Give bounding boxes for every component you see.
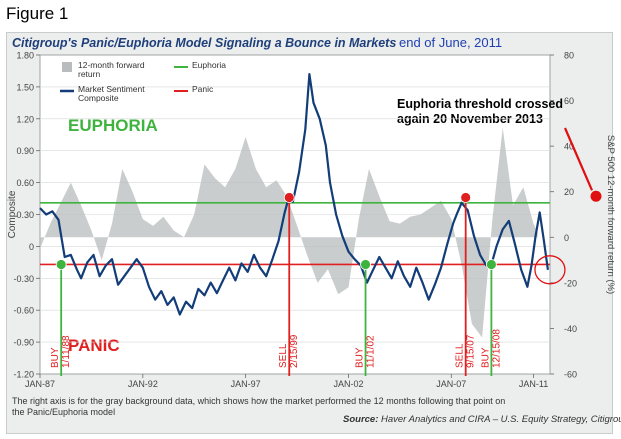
left-tick-label: -0.90 [13, 338, 34, 348]
signal-date: 11/1/02 [366, 335, 377, 368]
annotation-marker [590, 190, 602, 202]
left-tick-label: 0.60 [16, 178, 34, 188]
left-axis-label: Composite [7, 190, 18, 238]
x-tick-label: JAN-97 [231, 379, 261, 389]
source-text: Haver Analytics and CIRA – U.S. Equity S… [381, 414, 621, 425]
source-label: Source: [343, 414, 378, 425]
legend-label: 12-month forward return [78, 60, 145, 79]
signal-label: SELL9/15/07 [455, 334, 477, 368]
signal-sell-marker [283, 192, 295, 203]
legend-label-part: Market Sentiment [78, 84, 145, 94]
right-tick-label: -40 [564, 324, 577, 334]
legend-label-part: return [78, 69, 100, 79]
right-tick-label: -60 [564, 370, 577, 380]
panic-zone-label: PANIC [68, 336, 120, 355]
signal-type: BUY [50, 347, 61, 368]
euphoria-zone-label: EUPHORIA [68, 116, 158, 135]
legend-label-part: Composite [78, 93, 119, 103]
left-tick-label: -0.60 [13, 306, 34, 316]
left-tick-label: -0.30 [13, 274, 34, 284]
latest-reading-circle [534, 255, 566, 285]
x-tick-label: JAN-11 [519, 379, 548, 389]
x-tick-label: JAN-02 [333, 379, 363, 389]
left-tick-label: 0.90 [16, 146, 34, 156]
footnote-line-2: the Panic/Euphoria model [12, 407, 115, 417]
chart-title: Citigroup's Panic/Euphoria Model Signali… [12, 36, 396, 50]
x-tick-label: JAN-87 [25, 379, 55, 389]
signal-date: 2/15/99 [289, 334, 300, 368]
annotation-line-1: Euphoria threshold crossed [397, 97, 563, 111]
right-tick-label: 20 [564, 187, 574, 197]
signal-buy-marker [360, 259, 371, 270]
signal-sell-marker [460, 192, 472, 203]
x-tick-label: JAN-07 [436, 379, 466, 389]
composite-line [39, 73, 549, 316]
left-tick-label: 1.20 [16, 114, 34, 124]
figure-label: Figure 1 [6, 4, 69, 23]
right-axis-label: S&P 500 12-month forward return (%) [605, 135, 616, 294]
left-tick-label: 1.80 [16, 51, 34, 61]
legend-label: Panic [192, 84, 214, 94]
right-tick-label: 40 [564, 142, 574, 152]
right-tick-label: 0 [564, 233, 569, 243]
signal-type: BUY [480, 347, 491, 368]
signal-date: 12/15/08 [491, 329, 502, 368]
signal-type: SELL [278, 343, 289, 368]
signal-buy-marker [55, 259, 67, 270]
left-tick-label: 1.50 [16, 82, 34, 92]
signal-date: 1/11/88 [61, 335, 72, 368]
right-tick-label: -20 [564, 278, 577, 288]
left-tick-label: 0 [29, 242, 34, 252]
legend-label: Market Sentiment Composite [78, 84, 145, 103]
left-tick-label: -1.20 [13, 370, 34, 380]
signal-label: BUY1/11/88 [50, 335, 72, 368]
legend-label-part: 12-month forward [78, 60, 145, 70]
x-tick-label: JAN-92 [128, 379, 158, 389]
annotation-arrow [563, 127, 594, 191]
signal-label: SELL2/15/99 [278, 334, 300, 368]
chart-subtitle: end of June, 2011 [399, 35, 502, 50]
signal-type: SELL [455, 343, 466, 368]
legend-label: Euphoria [192, 60, 226, 70]
right-tick-label: 60 [564, 96, 574, 106]
signal-label: BUY11/1/02 [355, 335, 377, 368]
legend-swatch-forward [62, 62, 72, 72]
signal-date: 9/15/07 [466, 334, 477, 368]
right-tick-label: 80 [564, 51, 574, 61]
signal-buy-marker [485, 259, 497, 270]
signal-label: BUY12/15/08 [480, 329, 502, 368]
left-tick-label: 0.30 [16, 210, 34, 220]
footnote-line-1: The right axis is for the gray backgroun… [12, 396, 505, 406]
signal-type: BUY [355, 347, 366, 368]
